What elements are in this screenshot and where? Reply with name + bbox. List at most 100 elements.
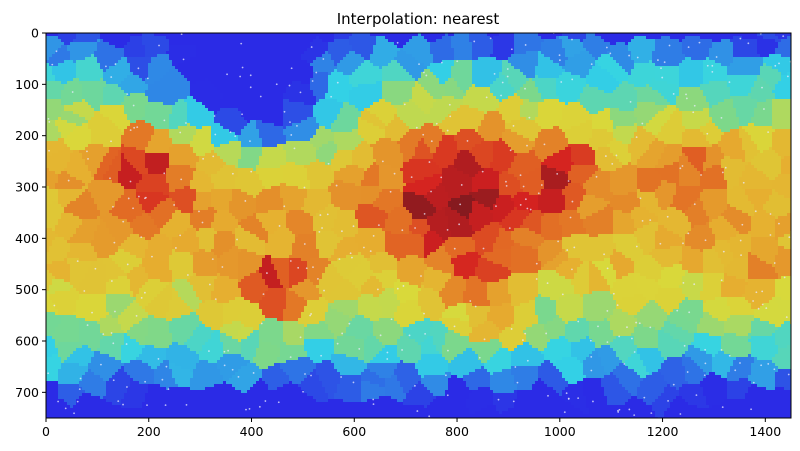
heatmap-cell (229, 60, 233, 64)
heatmap-cell (166, 75, 170, 79)
heatmap-cell (451, 51, 455, 55)
heatmap-cell (727, 66, 731, 70)
heatmap-cell (199, 90, 203, 94)
heatmap-cell (691, 42, 695, 46)
heatmap-cell (520, 66, 524, 70)
heatmap-cell (64, 39, 68, 43)
heatmap-cell (526, 57, 530, 61)
heatmap-cell (319, 63, 323, 67)
heatmap-cell (727, 90, 731, 94)
heatmap-cell (391, 75, 395, 79)
heatmap-cell (721, 90, 725, 94)
heatmap-cell (715, 51, 719, 55)
heatmap-cell (436, 39, 440, 43)
heatmap-cell (130, 57, 134, 61)
heatmap-cell (91, 93, 95, 97)
heatmap-cell (370, 33, 374, 37)
heatmap-cell (718, 66, 722, 70)
heatmap-cell (109, 51, 113, 55)
heatmap-cell (337, 54, 341, 58)
heatmap-cell (280, 90, 284, 94)
heatmap-cell (328, 63, 332, 67)
heatmap-cell (664, 54, 668, 58)
heatmap-cell (709, 48, 713, 52)
heatmap-cell (589, 45, 593, 49)
heatmap-cell (214, 45, 218, 49)
heatmap-cell (349, 66, 353, 70)
heatmap-cell (85, 69, 89, 73)
heatmap-cell (769, 63, 773, 67)
heatmap-cell (214, 48, 218, 52)
heatmap-cell (55, 57, 59, 61)
heatmap-cell (91, 54, 95, 58)
heatmap-cell (181, 69, 185, 73)
heatmap-cell (82, 81, 86, 85)
heatmap-cell (472, 81, 476, 85)
heatmap-cell (382, 33, 386, 37)
heatmap-cell (121, 81, 125, 85)
heatmap-cell (202, 57, 206, 61)
heatmap-cell (220, 60, 224, 64)
heatmap-cell (595, 84, 599, 88)
heatmap-cell (214, 84, 218, 88)
heatmap-cell (232, 45, 236, 49)
heatmap-cell (121, 36, 125, 40)
heatmap-cell (211, 69, 215, 73)
heatmap-cell (466, 60, 470, 64)
heatmap-cell (61, 87, 65, 91)
heatmap-cell (139, 57, 143, 61)
heatmap-cell (517, 57, 521, 61)
heatmap-cell (379, 60, 383, 64)
heatmap-cell (187, 45, 191, 49)
heatmap-cell (397, 81, 401, 85)
heatmap-cell (724, 63, 728, 67)
heatmap-cell (490, 72, 494, 76)
heatmap-cell (394, 63, 398, 67)
heatmap-cell (112, 57, 116, 61)
heatmap-cell (670, 36, 674, 40)
heatmap-cell (448, 84, 452, 88)
heatmap-cell (751, 87, 755, 91)
heatmap-cell (514, 72, 518, 76)
heatmap-cell (715, 42, 719, 46)
heatmap-cell (379, 57, 383, 61)
heatmap-cell (421, 45, 425, 49)
heatmap-cell (700, 90, 704, 94)
heatmap-cell (373, 84, 377, 88)
heatmap-cell (547, 75, 551, 79)
heatmap-cell (526, 78, 530, 82)
heatmap-cell (535, 54, 539, 58)
heatmap-cell (715, 69, 719, 73)
heatmap-cell (370, 45, 374, 49)
heatmap-cell (670, 81, 674, 85)
heatmap-cell (289, 45, 293, 49)
heatmap-cell (583, 36, 587, 40)
heatmap-cell (223, 81, 227, 85)
heatmap-cell (154, 81, 158, 85)
heatmap-cell (211, 81, 215, 85)
heatmap-cell (568, 75, 572, 79)
heatmap-cell (658, 69, 662, 73)
heatmap-cell (259, 75, 263, 79)
heatmap-cell (319, 51, 323, 55)
heatmap-cell (58, 42, 62, 46)
heatmap-cell (436, 57, 440, 61)
heatmap-cell (364, 33, 368, 37)
heatmap-cell (592, 39, 596, 43)
heatmap-cell (235, 84, 239, 88)
heatmap-cell (52, 87, 56, 91)
heatmap-cell (562, 87, 566, 91)
heatmap-cell (223, 66, 227, 70)
heatmap-cell (67, 45, 71, 49)
heatmap-cell (283, 36, 287, 40)
heatmap-cell (427, 69, 431, 73)
heatmap-cell (607, 69, 611, 73)
heatmap-cell (478, 42, 482, 46)
heatmap-cell (391, 54, 395, 58)
heatmap-cell (541, 51, 545, 55)
heatmap-cell (646, 54, 650, 58)
heatmap-cell (478, 48, 482, 52)
heatmap-cell (442, 63, 446, 67)
heatmap-cell (181, 48, 185, 52)
heatmap-cell (361, 48, 365, 52)
